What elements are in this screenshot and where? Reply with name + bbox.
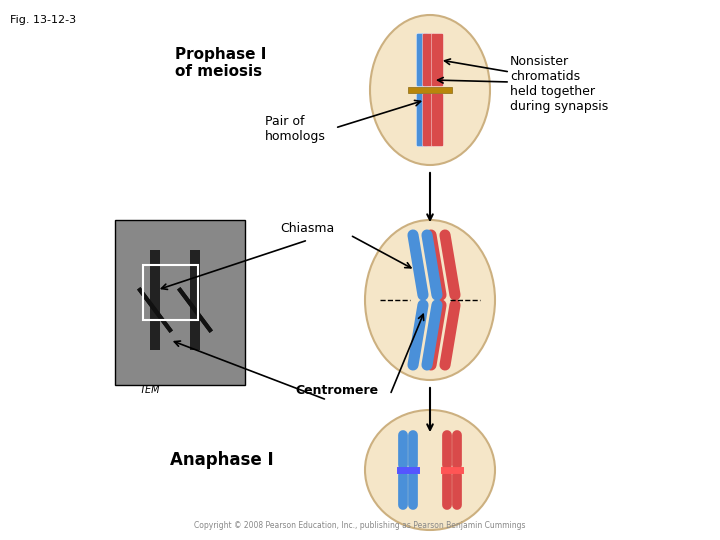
- Text: TEM: TEM: [140, 385, 161, 395]
- FancyBboxPatch shape: [416, 33, 428, 86]
- Text: Pair of
homologs: Pair of homologs: [265, 115, 326, 143]
- Ellipse shape: [365, 410, 495, 530]
- Text: Centromere: Centromere: [295, 383, 378, 396]
- Text: Fig. 13-12-3: Fig. 13-12-3: [10, 15, 76, 25]
- Bar: [143, 265, 198, 320]
- Text: Nonsister
chromatids
held together
during synapsis: Nonsister chromatids held together durin…: [510, 55, 608, 113]
- FancyBboxPatch shape: [416, 93, 428, 146]
- Text: Copyright © 2008 Pearson Education, Inc., publishing as Pearson Benjamin Cumming: Copyright © 2008 Pearson Education, Inc.…: [194, 521, 526, 530]
- FancyBboxPatch shape: [423, 93, 434, 146]
- FancyBboxPatch shape: [416, 93, 428, 146]
- FancyBboxPatch shape: [431, 33, 444, 86]
- FancyBboxPatch shape: [416, 33, 428, 86]
- Bar: [190, 250, 200, 350]
- Text: Prophase I
of meiosis: Prophase I of meiosis: [175, 47, 266, 79]
- Bar: [115, 220, 245, 385]
- Text: Anaphase I: Anaphase I: [170, 451, 274, 469]
- FancyBboxPatch shape: [423, 33, 434, 86]
- Text: Chiasma: Chiasma: [280, 221, 334, 234]
- Ellipse shape: [370, 15, 490, 165]
- Ellipse shape: [365, 220, 495, 380]
- Bar: [150, 250, 160, 350]
- Bar: [408, 87, 452, 93]
- FancyBboxPatch shape: [431, 93, 444, 146]
